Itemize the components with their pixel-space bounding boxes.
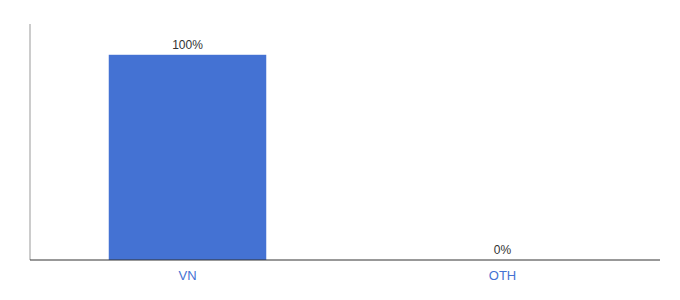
- data-label: 0%: [494, 243, 512, 257]
- bars: [109, 55, 267, 260]
- bar: [109, 55, 267, 260]
- chart-container: VN OTH 100% 0%: [0, 0, 680, 300]
- y-axis-line: [30, 24, 31, 260]
- x-axis-line: [30, 260, 660, 261]
- x-tick-label: OTH: [489, 268, 516, 283]
- data-label: 100%: [172, 38, 203, 52]
- chart-svg: VN OTH 100% 0%: [0, 0, 680, 300]
- x-tick-label: VN: [178, 268, 196, 283]
